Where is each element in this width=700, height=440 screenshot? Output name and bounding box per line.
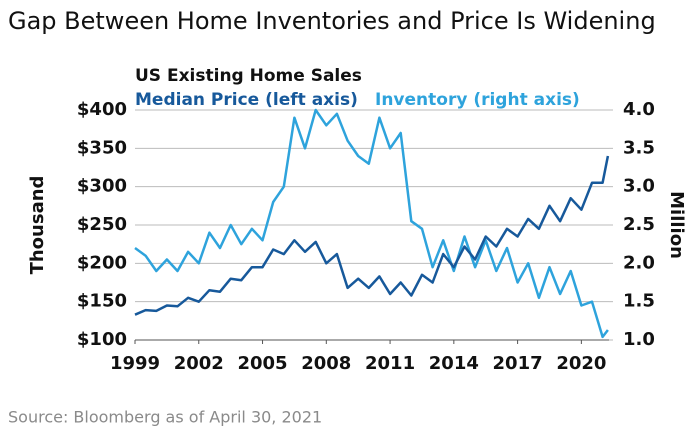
y-tick-label: $200 [77, 252, 127, 273]
y-tick-label: $350 [77, 137, 127, 158]
y2-tick-label: 2.0 [623, 252, 655, 273]
y-tick-label: $150 [77, 291, 127, 312]
x-tick-label: 2017 [493, 353, 543, 374]
x-tick-label: 2011 [365, 353, 415, 374]
y-tick-label: $400 [77, 99, 127, 120]
legend-entry: Inventory (right axis) [375, 90, 580, 110]
y-tick-label: $250 [77, 214, 127, 235]
legend-entry: Median Price (left axis) [135, 90, 358, 110]
chart-title: Gap Between Home Inventories and Price I… [8, 7, 656, 35]
series-line [134, 108, 609, 339]
y2-tick-label: 3.5 [623, 137, 655, 158]
y2-tick-label: 1.0 [623, 329, 655, 350]
y2-tick-label: 4.0 [623, 99, 655, 120]
y2-tick-label: 3.0 [623, 176, 655, 197]
y2-tick-label: 1.5 [623, 291, 655, 312]
x-tick-label: 2014 [429, 353, 479, 374]
y-axis-label: Thousand [27, 176, 48, 275]
y-tick-label: $300 [77, 176, 127, 197]
x-tick-label: 2002 [174, 353, 224, 374]
x-tick-label: 2008 [301, 353, 351, 374]
y-tick-label: $100 [77, 329, 127, 350]
source-note: Source: Bloomberg as of April 30, 2021 [8, 408, 322, 427]
chart-subtitle: US Existing Home Sales [135, 66, 362, 86]
x-tick-label: 2020 [556, 353, 606, 374]
x-tick-label: 1999 [110, 353, 160, 374]
y2-axis-label: Million [666, 191, 687, 259]
series-line [134, 155, 610, 316]
y2-tick-label: 2.5 [623, 214, 655, 235]
x-tick-label: 2005 [237, 353, 287, 374]
